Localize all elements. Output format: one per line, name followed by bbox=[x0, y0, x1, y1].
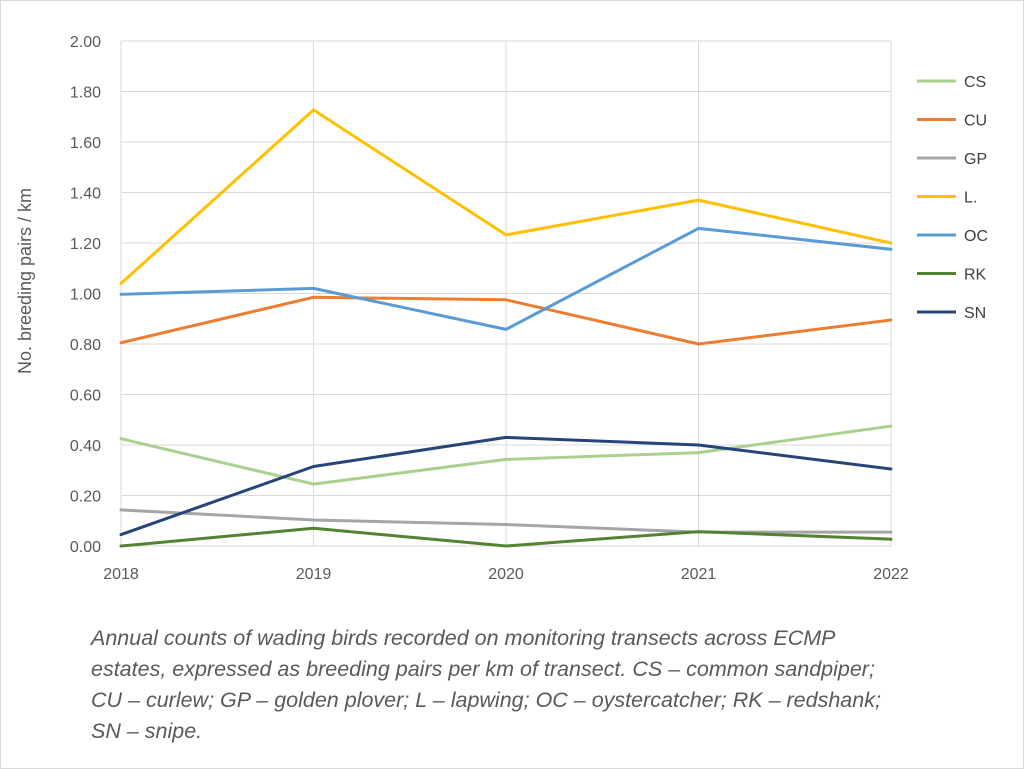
x-tick-label: 2020 bbox=[488, 566, 524, 583]
x-tick-label: 2018 bbox=[103, 566, 139, 583]
series-lines bbox=[119, 108, 893, 548]
legend-label-l: L. bbox=[964, 190, 977, 207]
legend-label-gp: GP bbox=[964, 151, 987, 168]
x-tick-label: 2019 bbox=[296, 566, 332, 583]
series-line-gp bbox=[119, 508, 893, 534]
x-axis-ticks: 2018 2019 2020 2021 2022 bbox=[103, 566, 909, 583]
y-tick-label: 0.20 bbox=[70, 489, 101, 506]
figure-caption: Annual counts of wading birds recorded o… bbox=[91, 626, 881, 743]
line-chart: 0.00 0.20 0.40 0.60 0.80 1.00 1.20 1.40 1.60 1.80… bbox=[15, 34, 988, 583]
y-tick-label: 0.60 bbox=[70, 388, 101, 405]
y-tick-label: 0.80 bbox=[70, 337, 101, 354]
y-tick-label: 0.40 bbox=[70, 438, 101, 455]
legend-label-cu: CU bbox=[964, 113, 987, 130]
y-tick-label: 2.00 bbox=[70, 34, 101, 51]
y-tick-label: 1.80 bbox=[70, 85, 101, 102]
series-line-oc bbox=[119, 226, 893, 331]
legend-label-sn: SN bbox=[964, 305, 986, 322]
series-line-sn bbox=[119, 435, 893, 537]
series-line-rk bbox=[119, 526, 893, 548]
gridlines bbox=[120, 40, 892, 547]
series-line-cs bbox=[119, 424, 893, 486]
series-line-l bbox=[119, 108, 893, 285]
legend-label-cs: CS bbox=[964, 74, 986, 91]
y-axis-ticks: 0.00 0.20 0.40 0.60 0.80 1.00 1.20 1.40 1.60 1.80… bbox=[70, 34, 101, 556]
legend: CS CU GP L. OC RK SN bbox=[917, 74, 988, 322]
y-axis-title: No. breeding pairs / km bbox=[15, 188, 35, 374]
x-tick-label: 2021 bbox=[681, 566, 717, 583]
legend-label-oc: OC bbox=[964, 228, 988, 245]
x-tick-label: 2022 bbox=[873, 566, 909, 583]
series-line-cu bbox=[119, 295, 893, 346]
y-tick-label: 1.00 bbox=[70, 287, 101, 304]
y-tick-label: 1.20 bbox=[70, 236, 101, 253]
y-tick-label: 1.60 bbox=[70, 135, 101, 152]
legend-label-rk: RK bbox=[964, 267, 987, 284]
y-tick-label: 0.00 bbox=[70, 539, 101, 556]
y-tick-label: 1.40 bbox=[70, 186, 101, 203]
